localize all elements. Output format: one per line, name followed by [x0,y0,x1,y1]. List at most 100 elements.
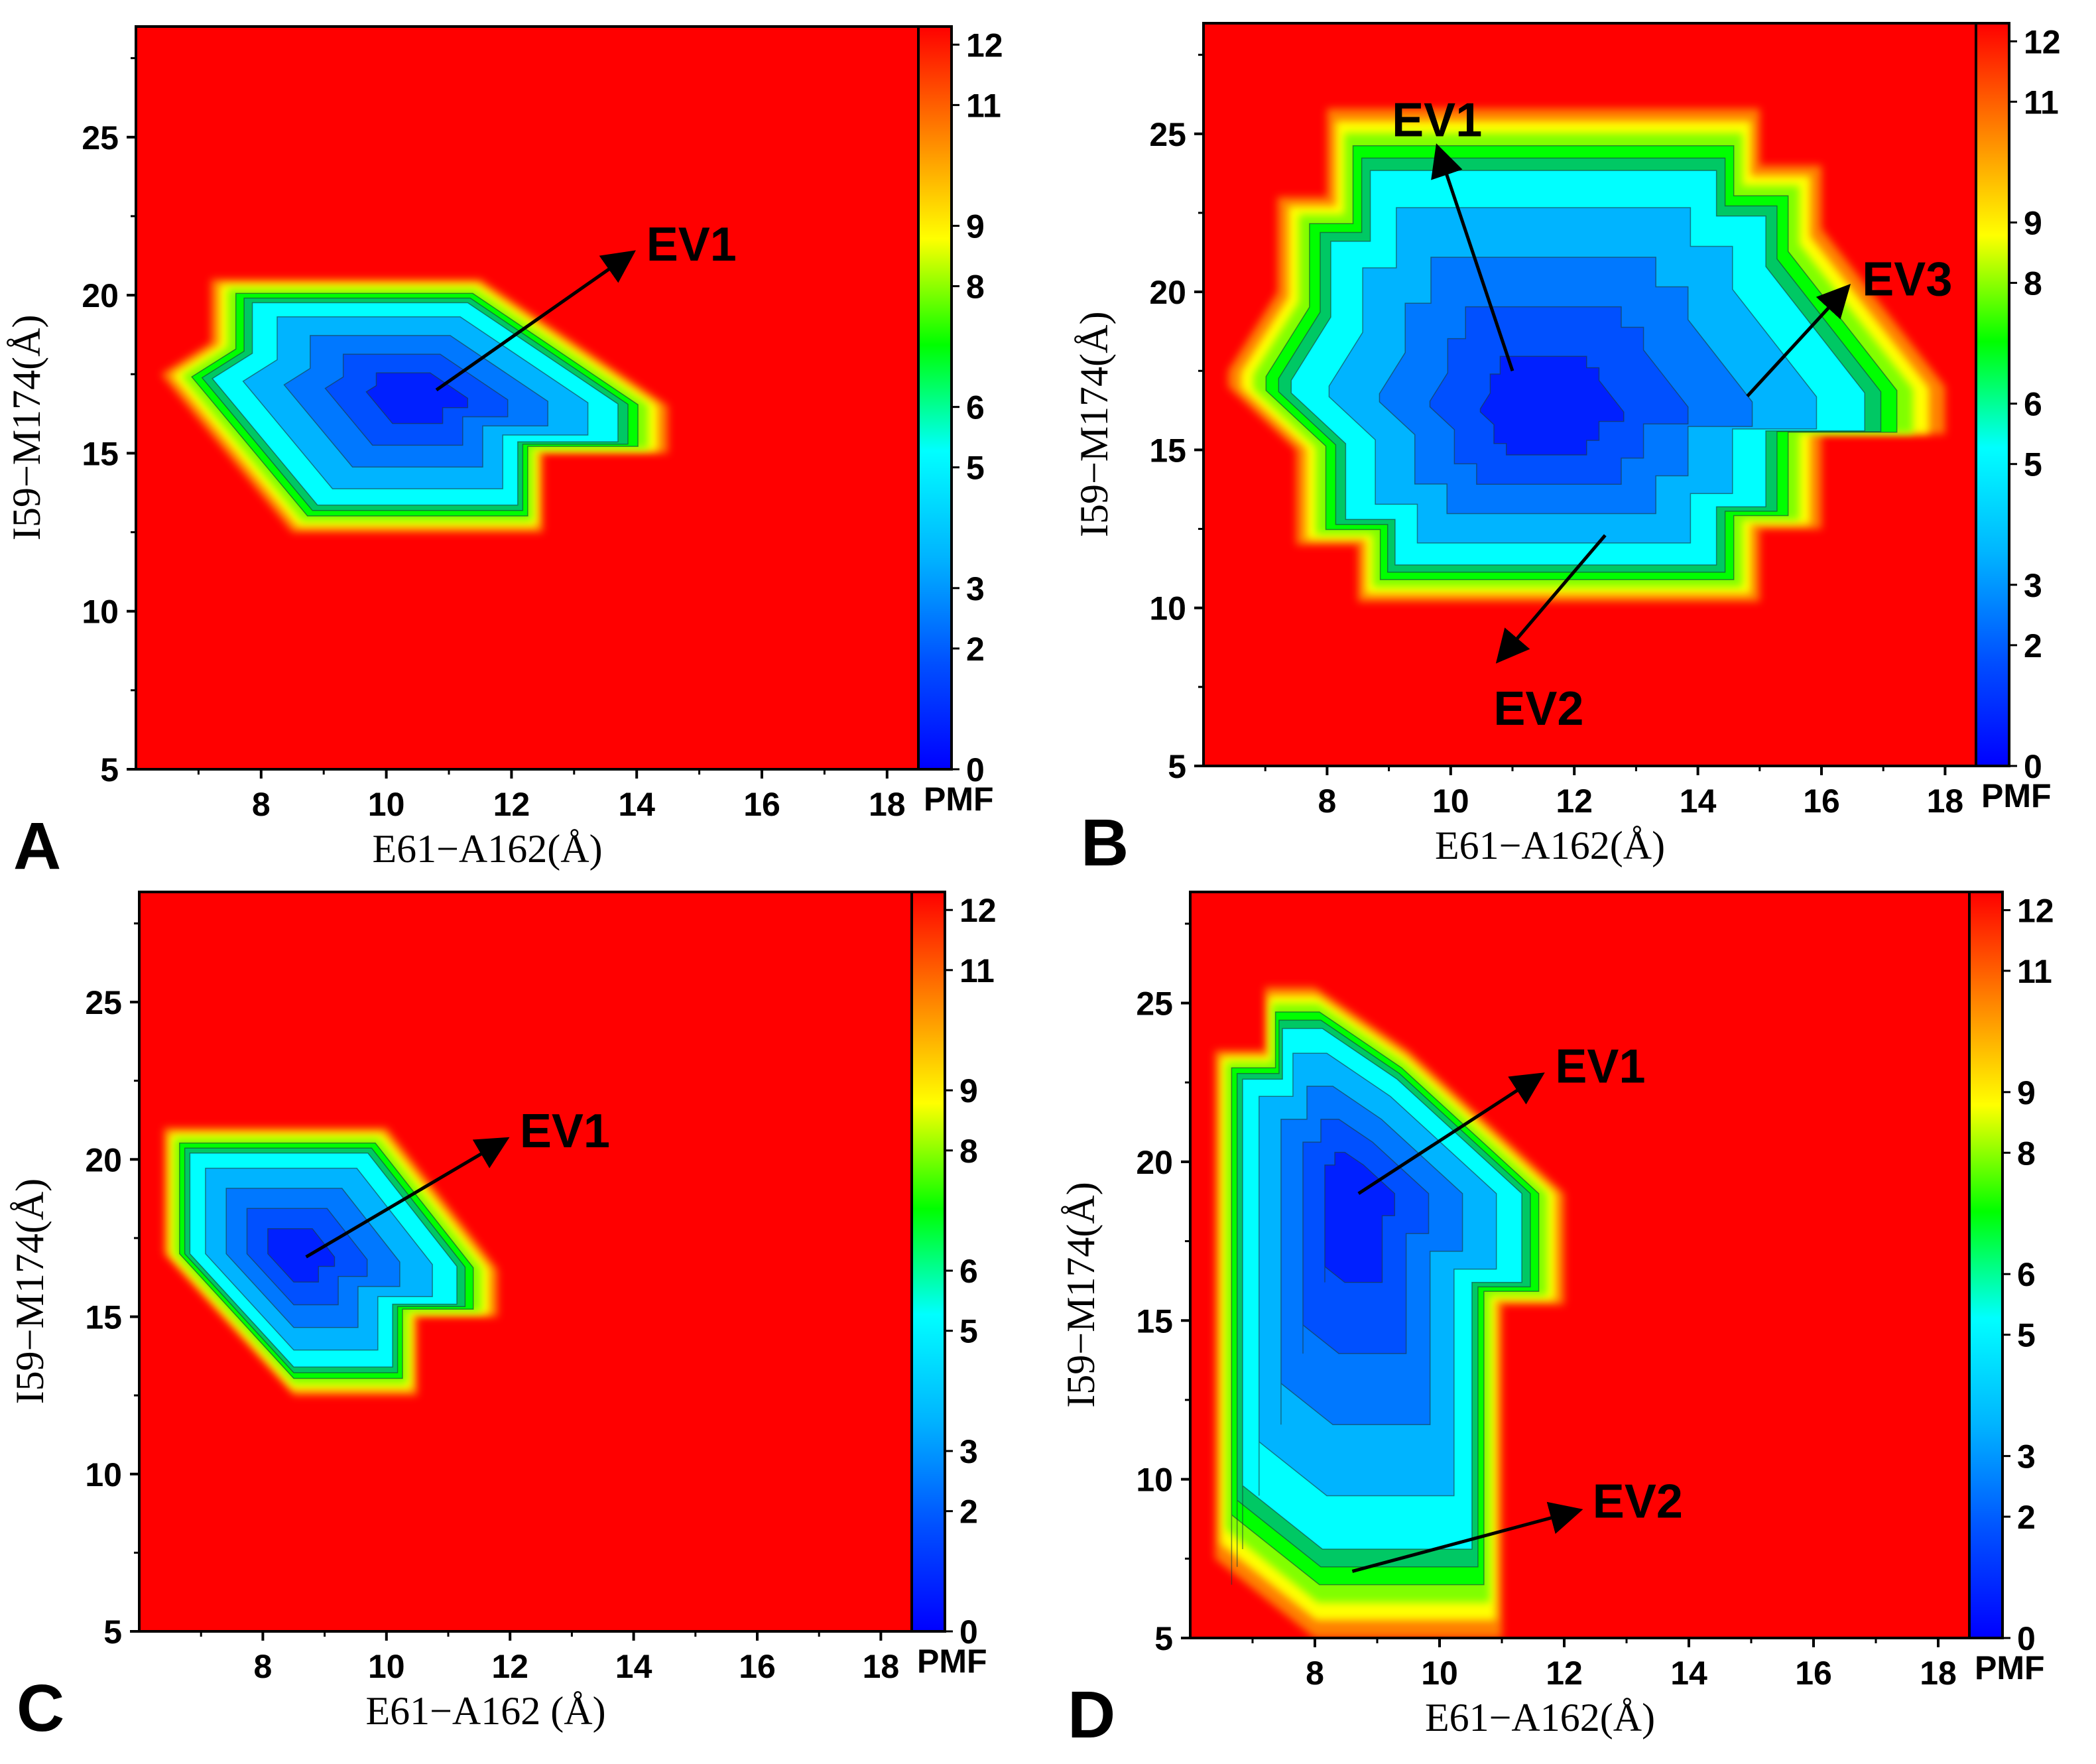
y-tick-label: 20 [1136,1144,1173,1181]
x-tick-label: 18 [1927,783,1964,820]
y-axis-label: I59−M174(Å) [8,1178,52,1404]
colorbar-tick-label: 12 [959,892,997,929]
x-tick-label: 12 [1556,783,1593,820]
colorbar-tick-label: 9 [2024,204,2042,241]
colorbar-tick-label: 0 [959,1613,978,1651]
colorbar-tick-label: 5 [959,1313,978,1350]
annotation-label: EV1 [520,1105,610,1158]
annotation-arrow [1357,1072,1545,1195]
y-tick-label: 10 [82,594,119,631]
x-tick-label: 10 [368,1648,405,1685]
colorbar-tick-label: 2 [2017,1499,2036,1536]
y-tick-label: 25 [82,119,119,157]
y-tick-label: 20 [82,277,119,314]
colorbar-title: PMF [917,1643,987,1680]
y-tick-label: 15 [85,1299,122,1336]
colorbar-tick-label: 6 [966,389,985,426]
x-tick-label: 14 [1680,783,1717,820]
colorbar-tick-label: 2 [966,631,985,668]
annotation-arrow [1351,1501,1583,1573]
x-tick-label: 14 [615,1648,652,1685]
y-tick-label: 5 [1168,748,1186,785]
panel-letter: C [17,1671,64,1745]
colorbar-title: PMF [1981,777,2052,814]
contour-band-9 [1324,1151,1396,1283]
x-tick-label: 18 [863,1648,900,1685]
y-axis-label: I59−M174(Å) [1059,1182,1103,1407]
x-tick-label: 10 [1432,783,1469,820]
x-tick-label: 14 [1670,1655,1707,1692]
colorbar-tick-label: 12 [966,27,1003,64]
x-tick-label: 12 [491,1648,528,1685]
y-tick-label: 10 [1149,590,1186,627]
x-axis-label: E61−A162(Å) [1435,824,1665,867]
y-tick-label: 10 [85,1456,122,1493]
x-tick-label: 12 [1546,1655,1583,1692]
colorbar-tick-label: 12 [2017,892,2054,929]
annotation-arrow [305,1137,510,1259]
x-tick-label: 8 [252,786,271,823]
colorbar-tick-label: 9 [2017,1074,2036,1111]
annotation-label: EV1 [1555,1040,1645,1094]
colorbar [917,25,953,771]
x-tick-label: 16 [739,1648,776,1685]
y-tick-label: 5 [1154,1620,1173,1657]
colorbar-tick-label: 11 [959,952,995,989]
x-tick-label: 16 [1795,1655,1832,1692]
contour-band-9 [1479,355,1625,456]
colorbar-tick-label: 2 [959,1493,978,1531]
colorbar-title: PMF [1975,1649,2045,1686]
colorbar-tick-label: 0 [2017,1620,2036,1657]
annotation-label: EV1 [1392,94,1482,147]
y-axis-label: I59−M174(Å) [5,315,48,540]
colorbar-tick-label: 8 [959,1133,978,1170]
colorbar-tick-label: 12 [2024,23,2061,60]
y-tick-label: 10 [1136,1462,1173,1499]
colorbar-tick-label: 2 [2024,627,2042,664]
colorbar-tick-label: 11 [2017,953,2052,990]
y-tick-label: 15 [1149,432,1186,469]
y-tick-label: 5 [100,751,119,788]
colorbar-tick-label: 8 [2024,265,2042,302]
x-tick-label: 8 [1318,783,1336,820]
x-tick-label: 8 [1306,1655,1324,1692]
annotation-arrow [1431,143,1514,372]
x-tick-label: 10 [1421,1655,1458,1692]
pmf-surface [1228,108,1945,602]
annotation-label: EV2 [1493,682,1583,735]
colorbar-tick-label: 0 [2024,748,2042,785]
x-tick-label: 16 [743,786,780,823]
x-axis-label: E61−A162(Å) [1425,1696,1655,1739]
annotation-label: EV2 [1593,1476,1683,1529]
annotation-arrow [1746,283,1851,398]
colorbar-tick-label: 5 [966,450,985,487]
x-tick-label: 10 [368,786,405,823]
y-tick-label: 20 [85,1141,122,1178]
y-tick-label: 5 [103,1613,122,1651]
y-tick-label: 25 [1136,985,1173,1023]
colorbar-tick-label: 8 [966,269,985,306]
colorbar-tick-label: 9 [959,1072,978,1109]
colorbar-tick-label: 6 [2024,386,2042,423]
colorbar-tick-label: 5 [2024,446,2042,483]
panel-d: 8 10 12 14 16 18510152025E61−A162(Å)I59−M174(… [1059,891,2054,1752]
colorbar-tick-label: 8 [2017,1135,2036,1172]
x-tick-label: 12 [493,786,530,823]
panel-letter: A [13,809,61,883]
colorbar [1968,891,2004,1639]
annotation-arrow [1495,534,1607,664]
y-tick-label: 15 [82,435,119,472]
y-tick-label: 25 [85,984,122,1021]
annotation-label: EV1 [647,218,737,271]
colorbar [910,891,946,1633]
panel-letter: B [1081,806,1129,880]
colorbar-tick-label: 6 [2017,1256,2036,1293]
y-axis-label: I59−M174(Å) [1072,312,1116,537]
panel-b: 8 10 12 14 16 18510152025E61−A162(Å)I59−M174(… [1072,22,2061,880]
colorbar-tick-label: 6 [959,1253,978,1290]
pmf-surface [1215,987,1564,1638]
x-tick-label: 8 [253,1648,272,1685]
colorbar-title: PMF [924,781,994,818]
